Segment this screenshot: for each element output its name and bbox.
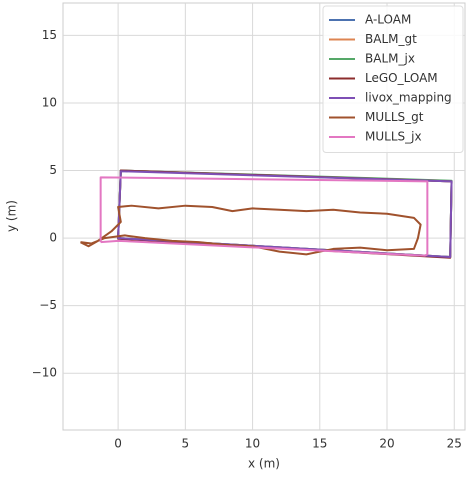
legend-box (322, 5, 464, 153)
legend-label: LeGO_LOAM (365, 71, 438, 85)
x-tick-label: 5 (182, 437, 190, 451)
y-tick-label: 0 (49, 231, 57, 245)
legend-label: MULLS_gt (365, 110, 424, 124)
trajectory-line (117, 169, 453, 259)
y-tick-label: 15 (42, 28, 57, 42)
plot-frame (62, 2, 466, 431)
legend-label: MULLS_jx (365, 130, 422, 144)
x-tick-label: 15 (312, 437, 327, 451)
trajectory-line (80, 204, 422, 256)
x-axis-label: x (m) (248, 457, 280, 471)
trajectory-line (117, 170, 453, 259)
legend-label: A-LOAM (365, 13, 411, 27)
x-tick-label: 25 (447, 437, 462, 451)
y-tick-label: 10 (42, 95, 57, 109)
x-tick-label: 20 (379, 437, 394, 451)
legend-label: BALM_gt (365, 32, 417, 46)
legend-label: BALM_jx (365, 52, 415, 66)
legend-label: livox_mapping (365, 91, 452, 105)
trajectory-line (99, 176, 429, 257)
y-tick-label: −10 (32, 366, 57, 380)
y-tick-label: 5 (49, 163, 57, 177)
x-tick-label: 0 (114, 437, 122, 451)
x-tick-label: 10 (245, 437, 260, 451)
y-axis-label: y (m) (5, 200, 19, 232)
y-tick-label: −5 (39, 298, 57, 312)
